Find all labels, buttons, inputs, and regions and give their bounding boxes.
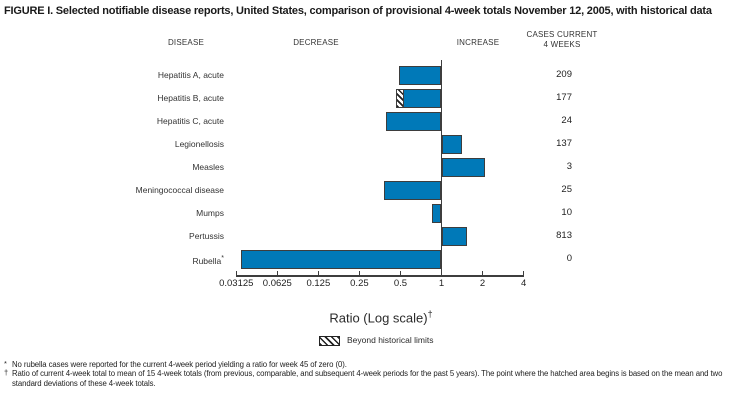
ratio-bar (241, 250, 442, 270)
x-axis-tick (481, 271, 484, 276)
x-axis-tick-label: 1 (438, 278, 445, 289)
x-axis-tick-label: 0.25 (350, 278, 369, 289)
disease-label-asterisk: * (221, 255, 224, 263)
ratio-bar (441, 157, 486, 177)
case-count: 177 (556, 91, 572, 103)
baseline-ratio-1-line (440, 60, 442, 277)
disease-label: Hepatitis A, acute (157, 69, 224, 80)
legend-label: Beyond historical limits (347, 335, 434, 345)
footnote-ratio-definition-text: Ratio of current 4-week total to mean of… (12, 369, 723, 388)
footnote-ratio-definition: † Ratio of current 4-week total to mean … (4, 367, 732, 388)
column-header-disease: DISEASE (167, 38, 205, 47)
disease-label: Legionellosis (174, 138, 224, 149)
footnote-marker-dagger: † (4, 367, 9, 377)
x-axis-tick (317, 271, 320, 276)
disease-label: Hepatitis B, acute (157, 92, 224, 103)
case-count: 25 (561, 184, 572, 195)
column-header-increase: INCREASE (456, 38, 500, 47)
ratio-bar (385, 111, 442, 131)
case-count: 137 (556, 137, 572, 149)
x-axis-tick (399, 271, 402, 276)
x-axis-tick-label: 0.0625 (262, 278, 292, 289)
case-count: 209 (556, 68, 572, 80)
x-axis-tick-label: 0.5 (393, 278, 408, 289)
footnote-marker-asterisk: * (4, 358, 7, 368)
x-axis-tick (235, 271, 237, 276)
ratio-bar (384, 181, 442, 200)
x-axis-tick (522, 271, 525, 276)
x-axis-tick (276, 271, 279, 276)
case-count: 24 (561, 114, 572, 126)
disease-label: Measles (192, 161, 224, 172)
beyond-historical-limits-hatch (396, 89, 404, 107)
x-axis-line (236, 275, 524, 277)
case-count: 3 (566, 160, 572, 172)
x-axis-label-text: Ratio (Log scale) (329, 310, 428, 326)
disease-label: Rubella* (192, 255, 224, 267)
ratio-bar (441, 227, 467, 247)
x-axis-tick-label: 0.03125 (219, 278, 254, 289)
ratio-bar (441, 134, 462, 154)
ratio-bar (395, 88, 442, 108)
column-header-decrease: DECREASE (293, 38, 339, 47)
footnote-rubella-text: No rubella cases were reported for the c… (12, 360, 347, 369)
x-axis-label-dagger: † (427, 309, 433, 319)
x-axis-tick (358, 271, 361, 276)
x-axis-label: Ratio (Log scale)† (281, 309, 481, 325)
figure-title: FIGURE I. Selected notifiable disease re… (4, 5, 712, 17)
x-axis-tick-label: 2 (479, 278, 486, 289)
disease-label: Hepatitis C, acute (156, 115, 224, 126)
x-axis-tick (440, 271, 443, 276)
footnotes: * No rubella cases were reported for the… (4, 358, 732, 388)
footnote-rubella: * No rubella cases were reported for the… (4, 358, 732, 370)
case-count: 813 (556, 230, 572, 242)
x-axis-tick-label: 0.125 (306, 278, 331, 289)
x-axis-tick-label: 4 (520, 278, 527, 289)
legend-hatched-swatch (319, 336, 340, 346)
column-header-cases-current: CASES CURRENT (526, 30, 598, 39)
case-count: 10 (561, 207, 572, 219)
disease-label: Mumps (196, 208, 224, 219)
case-count: 0 (566, 253, 572, 265)
disease-label: Meningococcal disease (135, 185, 224, 195)
ratio-bar (399, 65, 442, 85)
disease-label: Pertussis (189, 231, 224, 242)
column-header-4-weeks: 4 WEEKS (543, 40, 581, 49)
